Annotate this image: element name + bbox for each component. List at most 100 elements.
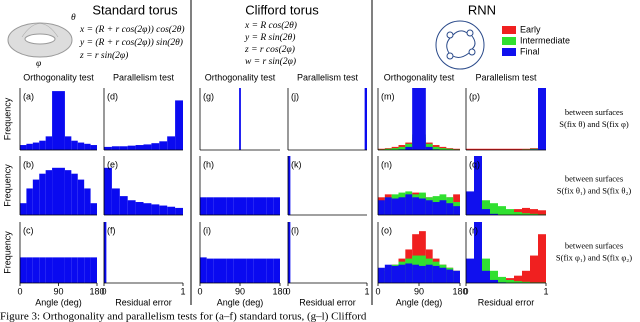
panel-title: Parallelism test [475,72,537,82]
histogram-bar [71,173,78,215]
histogram-bar [77,179,85,215]
x-axis-label: Residual error [115,297,172,307]
histogram-bar [498,148,506,150]
histogram-bar [26,188,33,215]
histogram-bar [446,148,454,150]
histogram-bar [52,167,59,215]
x-tick-label: 180 [272,286,287,296]
histogram-bar [32,142,40,150]
histogram-bar [378,200,385,215]
histogram-bar [52,257,59,283]
x-tick-label: 0 [17,286,22,296]
histogram-bar [538,210,546,215]
equation: y = R sin(2θ) [244,32,295,43]
histogram-bar [412,88,419,150]
annotation: between surfaces [565,240,623,250]
histogram-bar [77,142,85,150]
x-tick-label: 0 [375,286,380,296]
histogram-bar [104,222,107,283]
histogram-bar [226,258,234,283]
histogram-bar [32,257,40,283]
histogram-bar [119,146,128,150]
histogram-bar [474,148,482,150]
histogram-bar [482,270,490,283]
annotation: between surfaces [565,107,623,117]
rnn-icon [435,20,485,70]
legend-swatch [502,26,516,34]
legend-label: Early [520,24,541,34]
histogram-bar [253,258,260,283]
histogram-bar [167,206,176,215]
histogram-bar [26,143,33,150]
histogram-bar [260,258,267,283]
histogram-bar [253,197,260,215]
histogram-bar [135,202,144,215]
histogram-bar [64,170,72,215]
panel-label: (f) [107,225,116,235]
histogram-bar [233,258,240,283]
histogram-bar [514,212,522,215]
panel-label: (r) [469,225,478,235]
histogram-bar [200,197,207,215]
histogram-bar [364,88,367,150]
annotation: S(fix θ₁) and S(fix θ₂) [557,185,632,195]
caption: Figure 3: Orthogonality and parallelism … [0,311,367,322]
panel-label: (h) [203,159,214,169]
x-tick-label: 90 [235,286,245,296]
panel-label: (b) [23,159,34,169]
histogram-bar [522,213,530,215]
x-tick-label: 0 [285,286,290,296]
histogram-bar [39,140,46,150]
histogram-bar [90,203,97,215]
histogram-bar [58,167,65,215]
histogram-bar [538,234,546,283]
panel-label: (i) [203,225,211,235]
histogram-bar [398,146,406,150]
histogram-bar [58,91,65,150]
histogram-bar [425,146,433,150]
histogram-bar [466,148,474,150]
histogram-bar [490,279,498,283]
x-tick-label: 180 [89,286,104,296]
x-axis-label: Angle (deg) [396,297,443,307]
equation: y = (R + r cos(2φ)) sin(2θ) [79,37,183,48]
histogram-bar [446,269,454,283]
equation: w = r sin(2φ) [245,56,296,67]
histogram-bar [64,136,72,150]
y-axis-label: Frequency [2,231,12,274]
histogram-bar [432,265,440,283]
histogram-bar [39,173,46,215]
histogram-bar [111,146,120,150]
histogram-bar [538,88,546,150]
histogram-bar [439,267,447,283]
histogram-bar [425,200,433,215]
x-axis-label: Residual error [478,297,535,307]
histogram-bar [111,188,120,215]
panel-label: (q) [469,159,480,169]
panel-title: Orthogonality test [205,72,276,82]
x-axis-label: Angle (deg) [35,297,82,307]
x-tick-label: 0 [197,286,202,296]
histogram-bar [266,258,274,283]
histogram-bar [432,202,440,215]
panel-label: (p) [469,91,480,101]
histogram-bar [206,258,214,283]
panel-label: (m) [381,91,395,101]
histogram-bar [530,209,538,215]
legend-swatch [502,48,516,56]
panel-label: (c) [23,225,34,235]
histogram-bar [482,200,490,215]
histogram-bar [391,198,399,215]
histogram-bar [522,281,530,283]
histogram-bar [45,257,53,283]
histogram-bar [398,264,406,283]
column-title: RNN [468,2,496,17]
histogram-bar [213,258,220,283]
histogram-bar [384,197,392,215]
column-title: Standard torus [92,2,178,17]
histogram-bar [84,257,91,283]
histogram-bar [127,145,136,150]
histogram-bar [84,143,91,150]
histogram-bar [391,148,399,150]
histogram-bar [159,141,168,150]
